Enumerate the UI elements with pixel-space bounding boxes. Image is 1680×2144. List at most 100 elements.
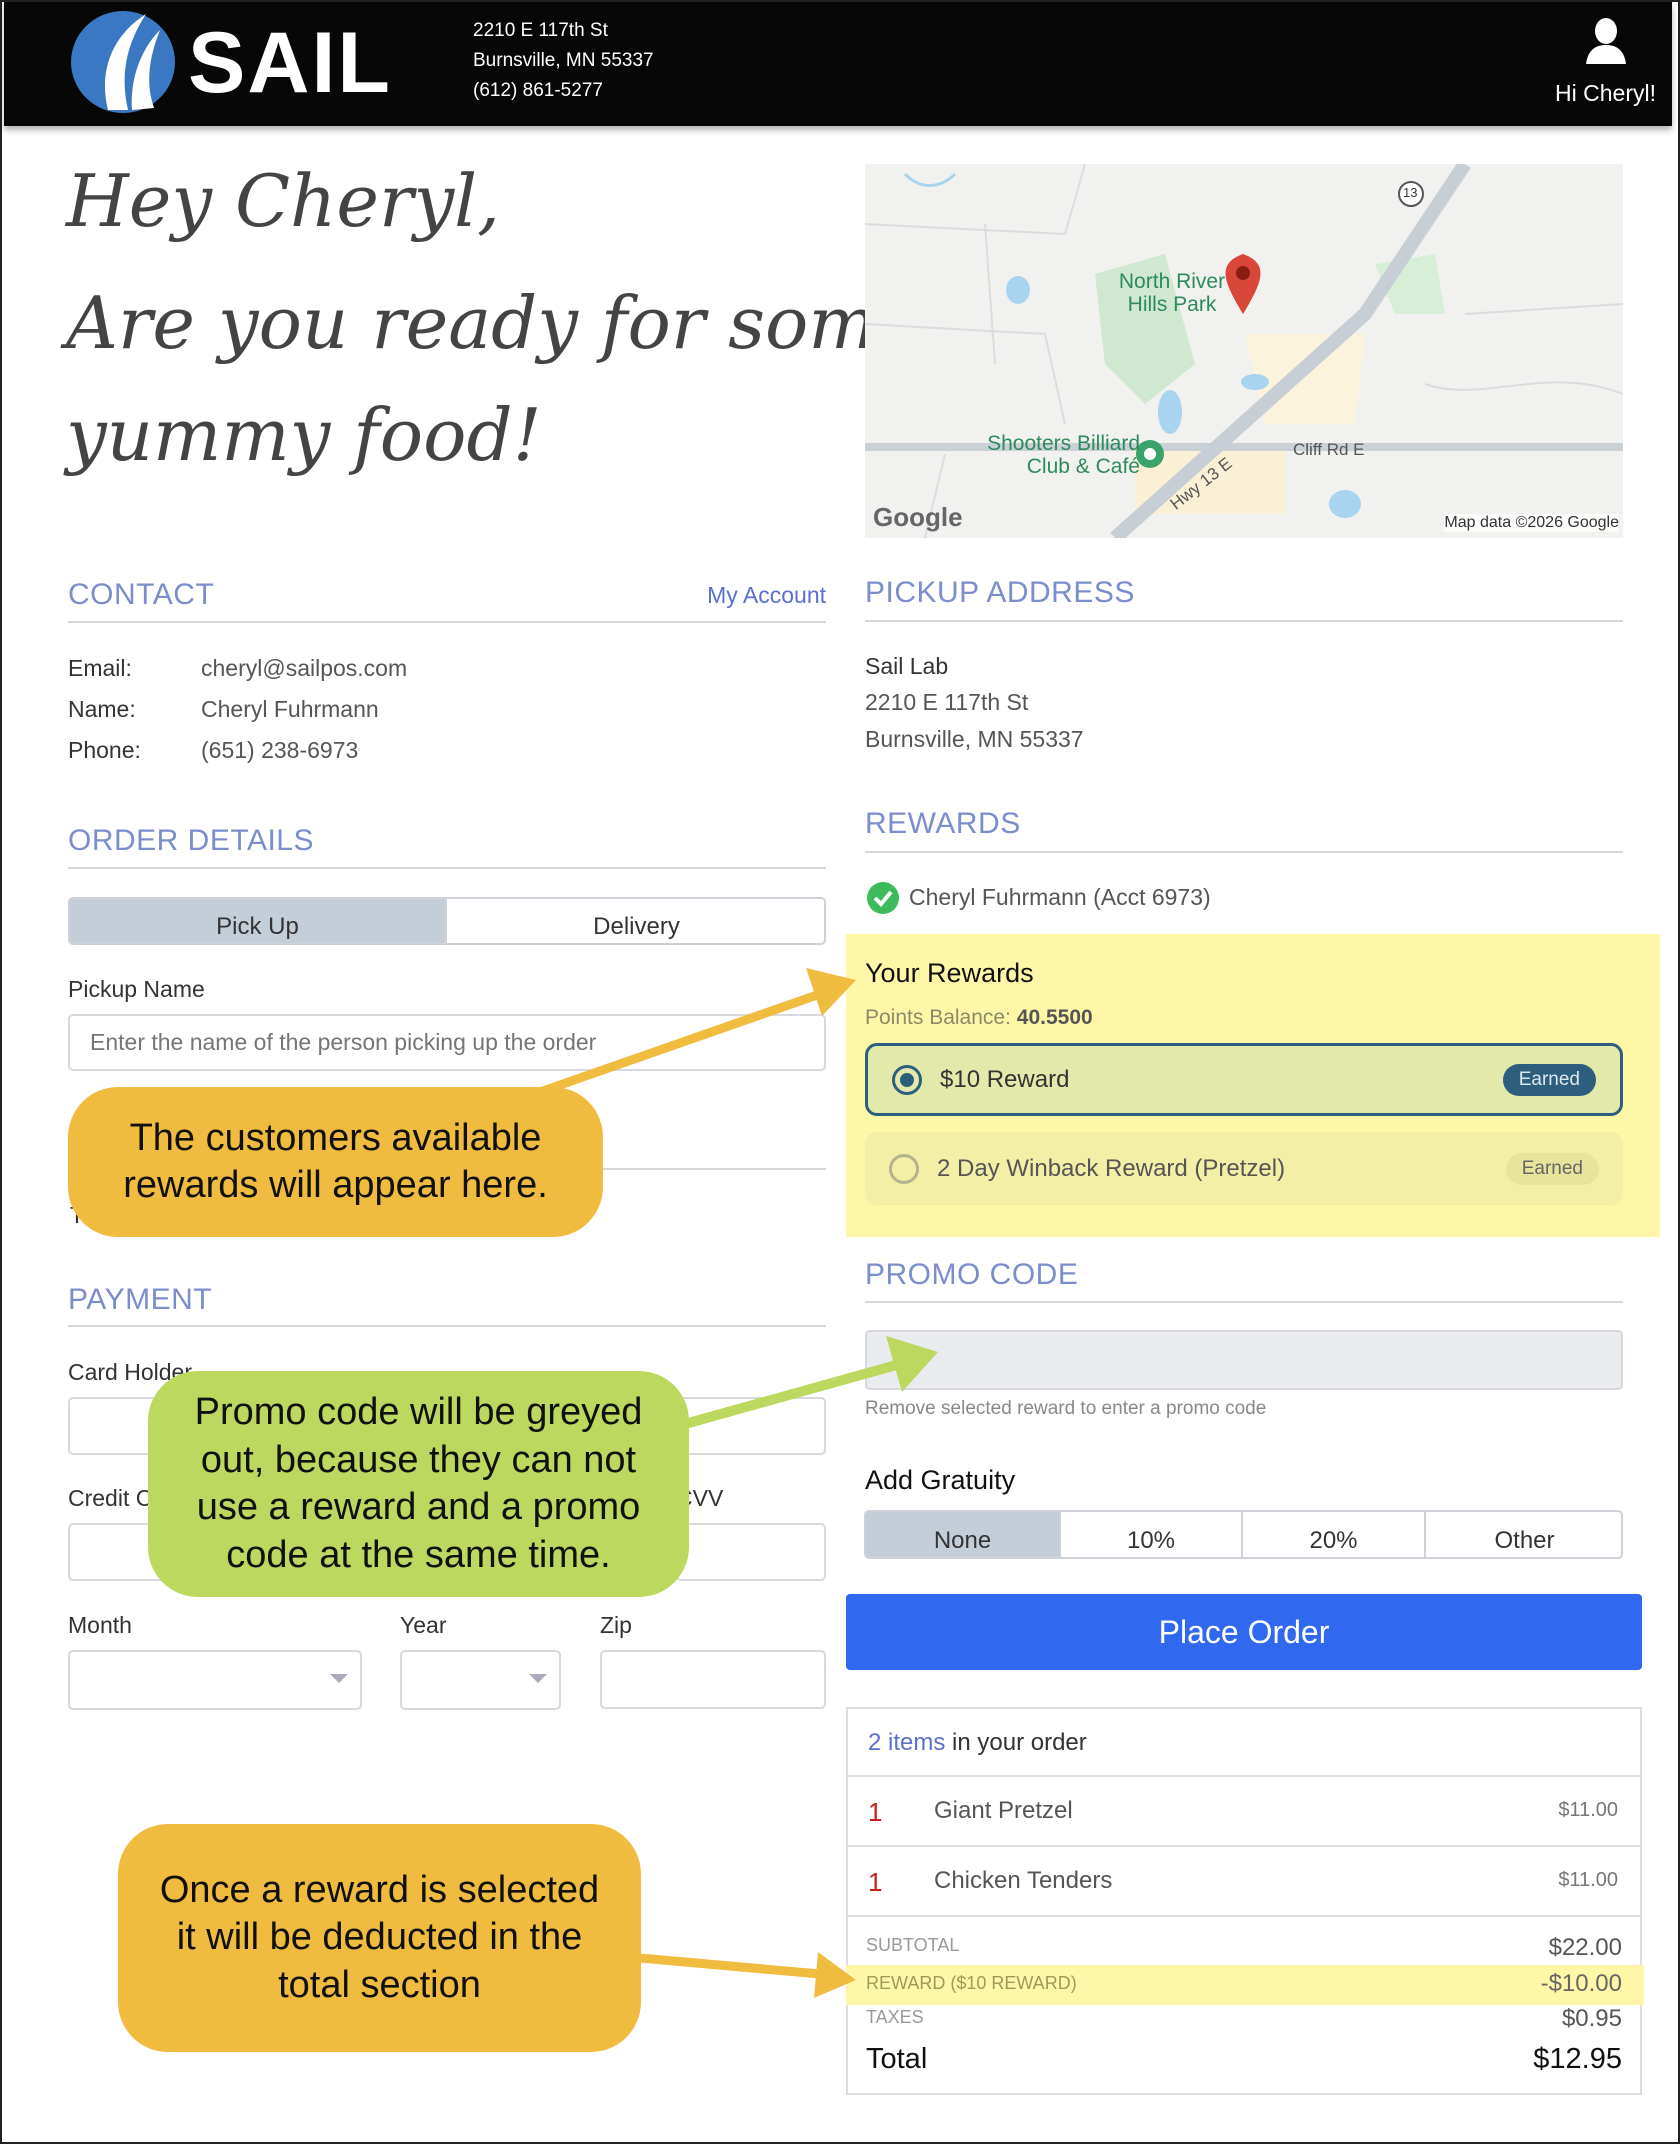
radio-selected-icon[interactable] <box>892 1064 922 1095</box>
rewards-account: Cheryl Fuhrmann (Acct 6973) <box>909 884 1211 910</box>
pickup-name-label: Pickup Name <box>68 976 205 1002</box>
order-details-divider <box>68 867 826 869</box>
taxes-value: $0.95 <box>1561 2005 1622 2032</box>
contact-title: CONTACT <box>68 578 215 611</box>
chevron-down-icon <box>529 1674 547 1683</box>
rewards-divider <box>865 851 1623 853</box>
zip-input[interactable] <box>600 1650 826 1709</box>
gratuity-10[interactable]: 10% <box>1061 1512 1243 1557</box>
your-rewards-title: Your Rewards <box>865 958 1034 988</box>
points-balance-value: 40.5500 <box>1016 1006 1093 1029</box>
user-greeting[interactable]: Hi Cheryl! <box>1555 80 1656 106</box>
callout-rewards: The customers available rewards will app… <box>68 1087 603 1237</box>
contact-divider <box>68 621 826 623</box>
item-price: $11.00 <box>1558 1799 1618 1821</box>
item-name: Giant Pretzel <box>934 1797 1073 1824</box>
item-qty: 1 <box>868 1867 883 1897</box>
store-phone: (612) 861-5277 <box>473 80 603 101</box>
map-route-shield: 13 <box>1403 185 1418 200</box>
zip-label: Zip <box>600 1612 632 1638</box>
item-count-link[interactable]: 2 items <box>868 1729 946 1756</box>
google-logo: Google <box>873 502 963 532</box>
promo-code-input[interactable] <box>865 1330 1623 1390</box>
pickup-address-title: PICKUP ADDRESS <box>865 576 1135 609</box>
radio-unselected-icon[interactable] <box>889 1153 919 1184</box>
arrow-total <box>639 1952 856 1998</box>
map-attribution[interactable]: Map data ©2026 Google <box>1444 514 1619 532</box>
email-label: Email: <box>68 655 132 681</box>
rewards-title: REWARDS <box>865 807 1021 840</box>
arrow-promo <box>683 1336 938 1429</box>
map-label-park: North River Hills Park <box>1118 270 1226 317</box>
reward-value: -$10.00 <box>1540 1970 1622 1997</box>
order-item: 1 Giant Pretzel $11.00 <box>848 1775 1640 1845</box>
taxes-label: TAXES <box>866 2007 924 2027</box>
reward-option-selected[interactable]: $10 Reward Earned <box>865 1043 1623 1116</box>
promo-code-title: PROMO CODE <box>865 1258 1079 1291</box>
gratuity-title: Add Gratuity <box>865 1465 1016 1495</box>
greeting-line3: yummy food! <box>66 393 542 477</box>
pickup-address-line1: 2210 E 117th St <box>865 689 1029 715</box>
sail-logo-icon <box>71 11 175 113</box>
store-address-line1: 2210 E 117th St <box>473 20 608 41</box>
brand-name: SAIL <box>188 15 392 111</box>
sail-logo[interactable]: SAIL <box>68 10 413 114</box>
pickup-divider <box>865 620 1623 622</box>
name-value: Cheryl Fuhrmann <box>201 696 379 722</box>
tab-pick-up[interactable]: Pick Up <box>70 899 447 943</box>
my-account-link[interactable]: My Account <box>707 582 826 608</box>
order-item: 1 Chicken Tenders $11.00 <box>848 1845 1640 1915</box>
reward-highlight <box>846 1965 1644 2005</box>
payment-title: PAYMENT <box>68 1283 213 1316</box>
map-label-road: Cliff Rd E <box>1293 440 1365 459</box>
name-label: Name: <box>68 696 136 722</box>
pickup-location-name: Sail Lab <box>865 653 949 679</box>
reward-option[interactable]: 2 Day Winback Reward (Pretzel) Earned <box>865 1132 1623 1205</box>
item-price: $11.00 <box>1558 1869 1618 1891</box>
subtotal-value: $22.00 <box>1548 1934 1622 1961</box>
tab-delivery[interactable]: Delivery <box>593 913 680 940</box>
totals-divider <box>848 1915 1640 1917</box>
order-count: 2 items in your order <box>868 1729 1087 1757</box>
month-label: Month <box>68 1612 132 1638</box>
cvv-input[interactable] <box>676 1523 826 1581</box>
points-balance-label: Points Balance: <box>865 1006 1011 1029</box>
points-balance: Points Balance: 40.5500 <box>865 1006 1093 1030</box>
arrow-rewards <box>538 968 856 1097</box>
gratuity-toggle: None 10% 20% Other <box>864 1510 1623 1559</box>
header: SAIL 2210 E 117th St Burnsville, MN 5533… <box>4 2 1672 126</box>
user-icon[interactable] <box>1586 18 1626 64</box>
gratuity-none[interactable]: None <box>866 1512 1061 1557</box>
year-select[interactable] <box>400 1650 561 1710</box>
callout-promo: Promo code will be greyed out, because t… <box>148 1371 689 1597</box>
store-address-line2: Burnsville, MN 55337 <box>473 50 654 71</box>
earned-badge: Earned <box>1505 1152 1599 1185</box>
total-label: Total <box>866 2043 928 2075</box>
subtotal-label: SUBTOTAL <box>866 1935 960 1955</box>
greeting-line2: Are you ready for some <box>66 281 920 365</box>
gratuity-20[interactable]: 20% <box>1243 1512 1426 1557</box>
pickup-name-input[interactable] <box>68 1014 826 1071</box>
callout-total: Once a reward is selected it will be ded… <box>118 1824 641 2052</box>
item-name: Chicken Tenders <box>934 1867 1113 1894</box>
item-count-suffix: in your order <box>952 1729 1087 1756</box>
map[interactable]: North River Hills Park Shooters Billiard… <box>865 164 1623 538</box>
order-type-toggle: Pick Up Delivery <box>68 897 826 945</box>
total-value: $12.95 <box>1533 2043 1622 2075</box>
chevron-down-icon <box>330 1674 348 1683</box>
earned-badge: Earned <box>1502 1063 1596 1096</box>
check-circle-icon <box>867 882 899 914</box>
payment-divider <box>68 1325 826 1327</box>
greeting-line1: Hey Cheryl, <box>66 159 501 243</box>
promo-hint: Remove selected reward to enter a promo … <box>865 1398 1267 1419</box>
item-qty: 1 <box>868 1797 883 1827</box>
month-select[interactable] <box>68 1650 362 1710</box>
place-order-button[interactable]: Place Order <box>846 1594 1642 1670</box>
gratuity-other[interactable]: Other <box>1494 1526 1555 1554</box>
phone-value: (651) 238-6973 <box>201 737 359 763</box>
reward-name: 2 Day Winback Reward (Pretzel) <box>937 1154 1286 1182</box>
reward-label: REWARD ($10 REWARD) <box>866 1973 1077 1993</box>
year-label: Year <box>400 1612 447 1638</box>
order-details-title: ORDER DETAILS <box>68 824 314 857</box>
